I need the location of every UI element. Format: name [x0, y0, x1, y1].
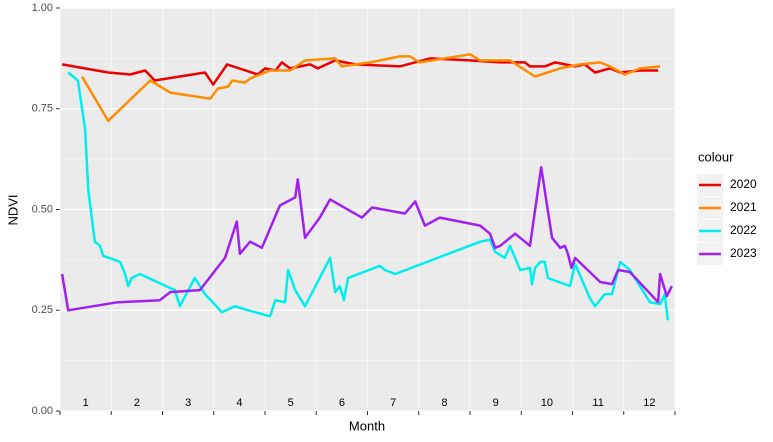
series-line [80, 53, 661, 123]
y-tick-label: 0.00 [32, 405, 53, 417]
month-label: 11 [592, 397, 603, 409]
month-label: 10 [541, 397, 553, 409]
series-line [60, 165, 674, 312]
month-label: 1 [83, 397, 89, 409]
x-axis-title: Month [349, 418, 385, 433]
month-label: 8 [441, 397, 447, 409]
series-line [67, 71, 670, 321]
month-label: 6 [339, 397, 345, 409]
month-label: 2 [134, 397, 140, 409]
y-axis-title: NDVI [5, 194, 20, 225]
month-label: 7 [390, 397, 396, 409]
month-label: 5 [288, 397, 294, 409]
legend-title: colour [698, 149, 734, 164]
legend-label: 2023 [730, 246, 757, 260]
y-tick-label: 1.00 [32, 2, 53, 14]
month-label: 3 [185, 397, 191, 409]
legend-label: 2021 [730, 200, 757, 214]
legend-label: 2020 [730, 177, 757, 191]
month-label: 12 [643, 397, 655, 409]
y-tick-label: 0.75 [32, 103, 53, 115]
y-tick-label: 0.25 [32, 304, 53, 316]
y-tick-label: 0.50 [32, 203, 53, 215]
month-label: 4 [236, 397, 242, 409]
month-label: 9 [493, 397, 499, 409]
legend-label: 2022 [730, 223, 757, 237]
